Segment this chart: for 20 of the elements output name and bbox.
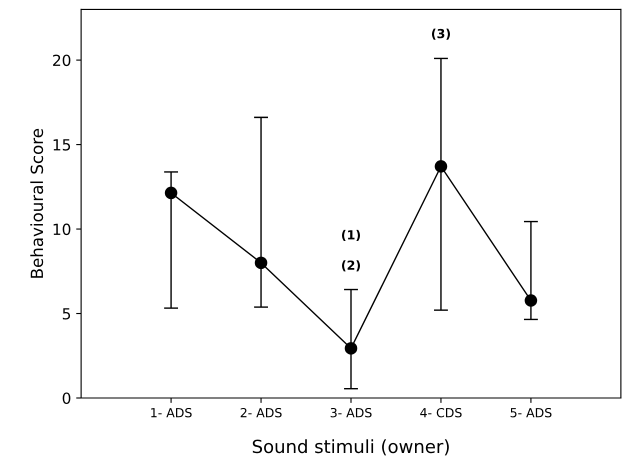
x-tick-label: 3- ADS	[330, 408, 372, 418]
y-tick-label: 0	[62, 392, 70, 404]
point	[434, 160, 448, 173]
y-tick-label: 5	[62, 308, 70, 320]
point	[164, 186, 178, 200]
y-tick-label: 20	[53, 54, 70, 66]
point	[344, 342, 358, 355]
x-tick-label: 5- ADS	[510, 408, 552, 418]
annotation: (2)	[342, 260, 360, 272]
y-tick-label: 10	[54, 224, 70, 236]
annotation: (1)	[342, 230, 360, 242]
y-axis-title: Behavioural Score	[30, 128, 44, 278]
point	[254, 256, 268, 270]
annotation: (3)	[432, 28, 450, 40]
x-tick-label: 1- ADS	[151, 408, 192, 418]
x-tick-label: 4- CDS	[420, 408, 462, 418]
x-tick-label: 2- ADS	[240, 408, 282, 418]
x-axis-title: Sound stimuli (owner)	[252, 439, 449, 456]
y-tick-label: 15	[54, 139, 70, 151]
point	[524, 294, 538, 307]
